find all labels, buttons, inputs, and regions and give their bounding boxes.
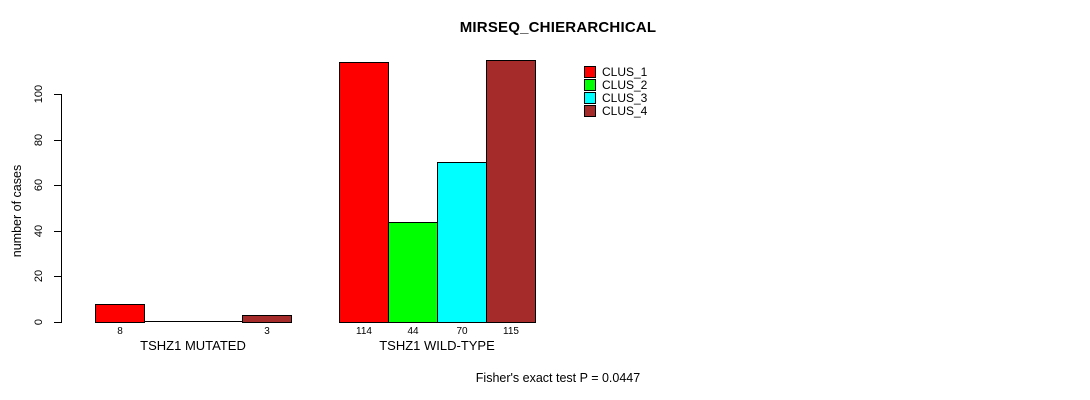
y-tick-mark [54, 231, 61, 232]
legend-label-clus_2: CLUS_2 [602, 78, 648, 92]
bar-clus_4 [242, 315, 292, 323]
bar-clus_3-zero [193, 321, 243, 322]
bar-clus_1 [95, 304, 145, 323]
legend-label-clus_4: CLUS_4 [602, 104, 648, 118]
y-tick-mark [54, 140, 61, 141]
group-label-mutated: TSHZ1 MUTATED [140, 338, 246, 353]
y-tick-mark [54, 322, 61, 323]
bar-clus_1 [339, 62, 389, 323]
legend-swatch-clus_4 [584, 105, 596, 117]
bar-value-label: 3 [264, 326, 270, 337]
legend-label-clus_1: CLUS_1 [602, 65, 648, 79]
chart-title: MIRSEQ_CHIERARCHICAL [459, 19, 657, 36]
bar-value-label: 115 [503, 326, 519, 337]
legend-label-clus_3: CLUS_3 [602, 91, 648, 105]
group-label-wild-type: TSHZ1 WILD-TYPE [379, 338, 495, 353]
legend-swatch-clus_3 [584, 92, 596, 104]
bar-clus_2-zero [144, 321, 194, 322]
legend-swatch-clus_2 [584, 79, 596, 91]
y-tick-mark [54, 185, 61, 186]
bar-clus_2 [388, 222, 438, 323]
caption-fisher-test: Fisher's exact test P = 0.0447 [475, 371, 641, 385]
bar-value-label: 70 [456, 326, 468, 337]
bar-value-label: 8 [117, 326, 123, 337]
bar-clus_4 [486, 60, 536, 323]
legend-swatch-clus_1 [584, 66, 596, 78]
y-tick-mark [54, 276, 61, 277]
bar-value-label: 44 [407, 326, 419, 337]
y-axis-line [61, 94, 62, 323]
bar-value-label: 114 [356, 326, 372, 337]
y-tick-mark [54, 94, 61, 95]
